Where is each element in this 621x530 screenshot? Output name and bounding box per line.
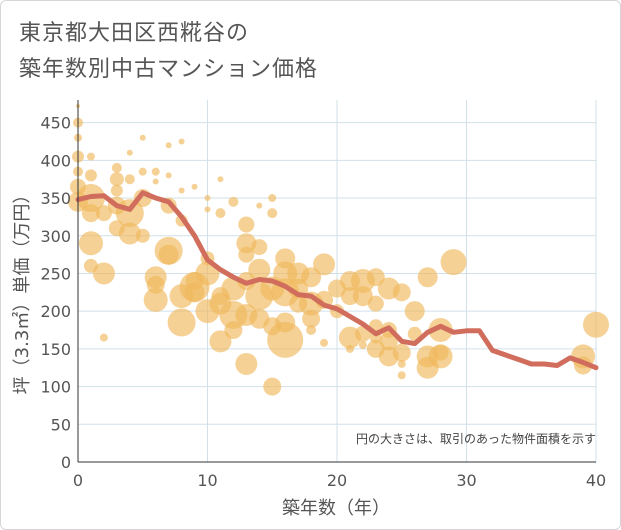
bubble-point	[238, 216, 255, 233]
bubble-point	[224, 321, 243, 340]
bubble-point	[345, 344, 354, 353]
bubble-point	[204, 195, 211, 202]
bubble-point	[267, 208, 278, 219]
bubble-point	[78, 231, 103, 256]
bubble-point	[165, 172, 172, 179]
bubble-point	[165, 142, 172, 149]
y-tick-label: 200	[40, 302, 71, 321]
bubble-point	[358, 341, 367, 350]
bubble-point	[428, 318, 453, 343]
bubble-point	[124, 174, 135, 185]
axes: 0 50 100 150 200 250 300 350 400 450 0 10 20 30 40	[40, 100, 606, 490]
bubble-point	[204, 206, 211, 213]
bubble-point	[236, 233, 257, 254]
bubble-point	[256, 202, 263, 209]
bubble-point	[152, 178, 159, 185]
bubble-point	[248, 258, 271, 281]
x-tick-label: 10	[197, 471, 217, 490]
bubble-point	[135, 228, 150, 243]
bubble-point	[151, 167, 160, 176]
x-tick-label: 0	[73, 471, 83, 490]
y-tick-label: 250	[40, 264, 71, 283]
bubble-point	[235, 352, 258, 375]
bubble-point	[178, 187, 185, 194]
bubble-point	[367, 295, 384, 312]
bubble-point	[352, 286, 373, 307]
bubble-point	[217, 176, 224, 183]
bubble-point	[81, 204, 100, 223]
x-tick-label: 40	[586, 471, 606, 490]
bubble-series	[68, 104, 609, 396]
bubble-point	[99, 333, 108, 342]
y-tick-label: 350	[40, 189, 71, 208]
bubble-point	[301, 267, 322, 288]
bubble-point	[238, 246, 255, 263]
bubble-point	[228, 196, 239, 207]
bubble-point	[109, 172, 124, 187]
bubble-point	[440, 249, 467, 276]
y-tick-label: 400	[40, 151, 71, 170]
bubble-point	[126, 149, 133, 156]
bubble-point	[583, 311, 609, 338]
bubble-point	[178, 138, 185, 145]
bubble-point	[417, 267, 438, 288]
bubble-point	[84, 169, 97, 182]
bubble-point	[379, 332, 398, 351]
bubble-point	[146, 275, 165, 294]
average-price-line	[75, 190, 599, 371]
bubble-point	[306, 325, 317, 336]
x-axis-title: 築年数（年）	[282, 498, 390, 519]
y-tick-label: 150	[40, 340, 71, 359]
bubble-size-note: 円の大きさは、取引のあった物件面積を示す	[356, 431, 596, 446]
bubble-point	[191, 183, 198, 190]
bubble-point	[118, 222, 141, 245]
bubble-point	[392, 283, 411, 302]
bubble-point	[209, 330, 232, 353]
x-tick-label: 20	[327, 471, 347, 490]
bubble-point	[397, 359, 406, 368]
x-tick-label: 30	[456, 471, 476, 490]
bubble-point	[392, 343, 411, 362]
y-tick-label: 300	[40, 227, 71, 246]
bubble-point	[251, 239, 268, 256]
bubble-point	[95, 205, 112, 222]
bubble-point	[167, 308, 196, 337]
bubble-point	[92, 262, 115, 285]
bubble-point	[320, 338, 329, 347]
y-tick-label: 450	[40, 114, 71, 133]
chart-title-line2: 築年数別中古マンション価格	[19, 57, 319, 82]
bubble-point	[404, 301, 425, 322]
chart-title-line1: 東京都大田区西糀谷の	[19, 21, 250, 46]
bubble-point	[139, 134, 146, 141]
bubble-point	[397, 371, 406, 380]
bubble-point	[158, 244, 179, 265]
bubble-point	[313, 253, 336, 276]
bubble-point	[138, 167, 147, 176]
bubble-point	[428, 344, 453, 369]
bubble-point	[86, 152, 95, 161]
y-tick-label: 50	[51, 415, 71, 434]
y-tick-label: 100	[40, 378, 71, 397]
bubble-point	[263, 377, 282, 396]
bubble-point	[302, 309, 321, 328]
bubble-point	[143, 287, 168, 312]
y-axis-title: 坪（3.3㎡）単価（万円）	[11, 186, 33, 395]
average-line-series	[75, 190, 599, 371]
y-tick-label: 0	[61, 453, 71, 472]
bubble-point	[111, 162, 122, 173]
bubble-point	[268, 194, 277, 203]
bubble-point	[110, 184, 123, 197]
bubble-point	[267, 321, 304, 358]
bubble-point	[215, 208, 226, 219]
